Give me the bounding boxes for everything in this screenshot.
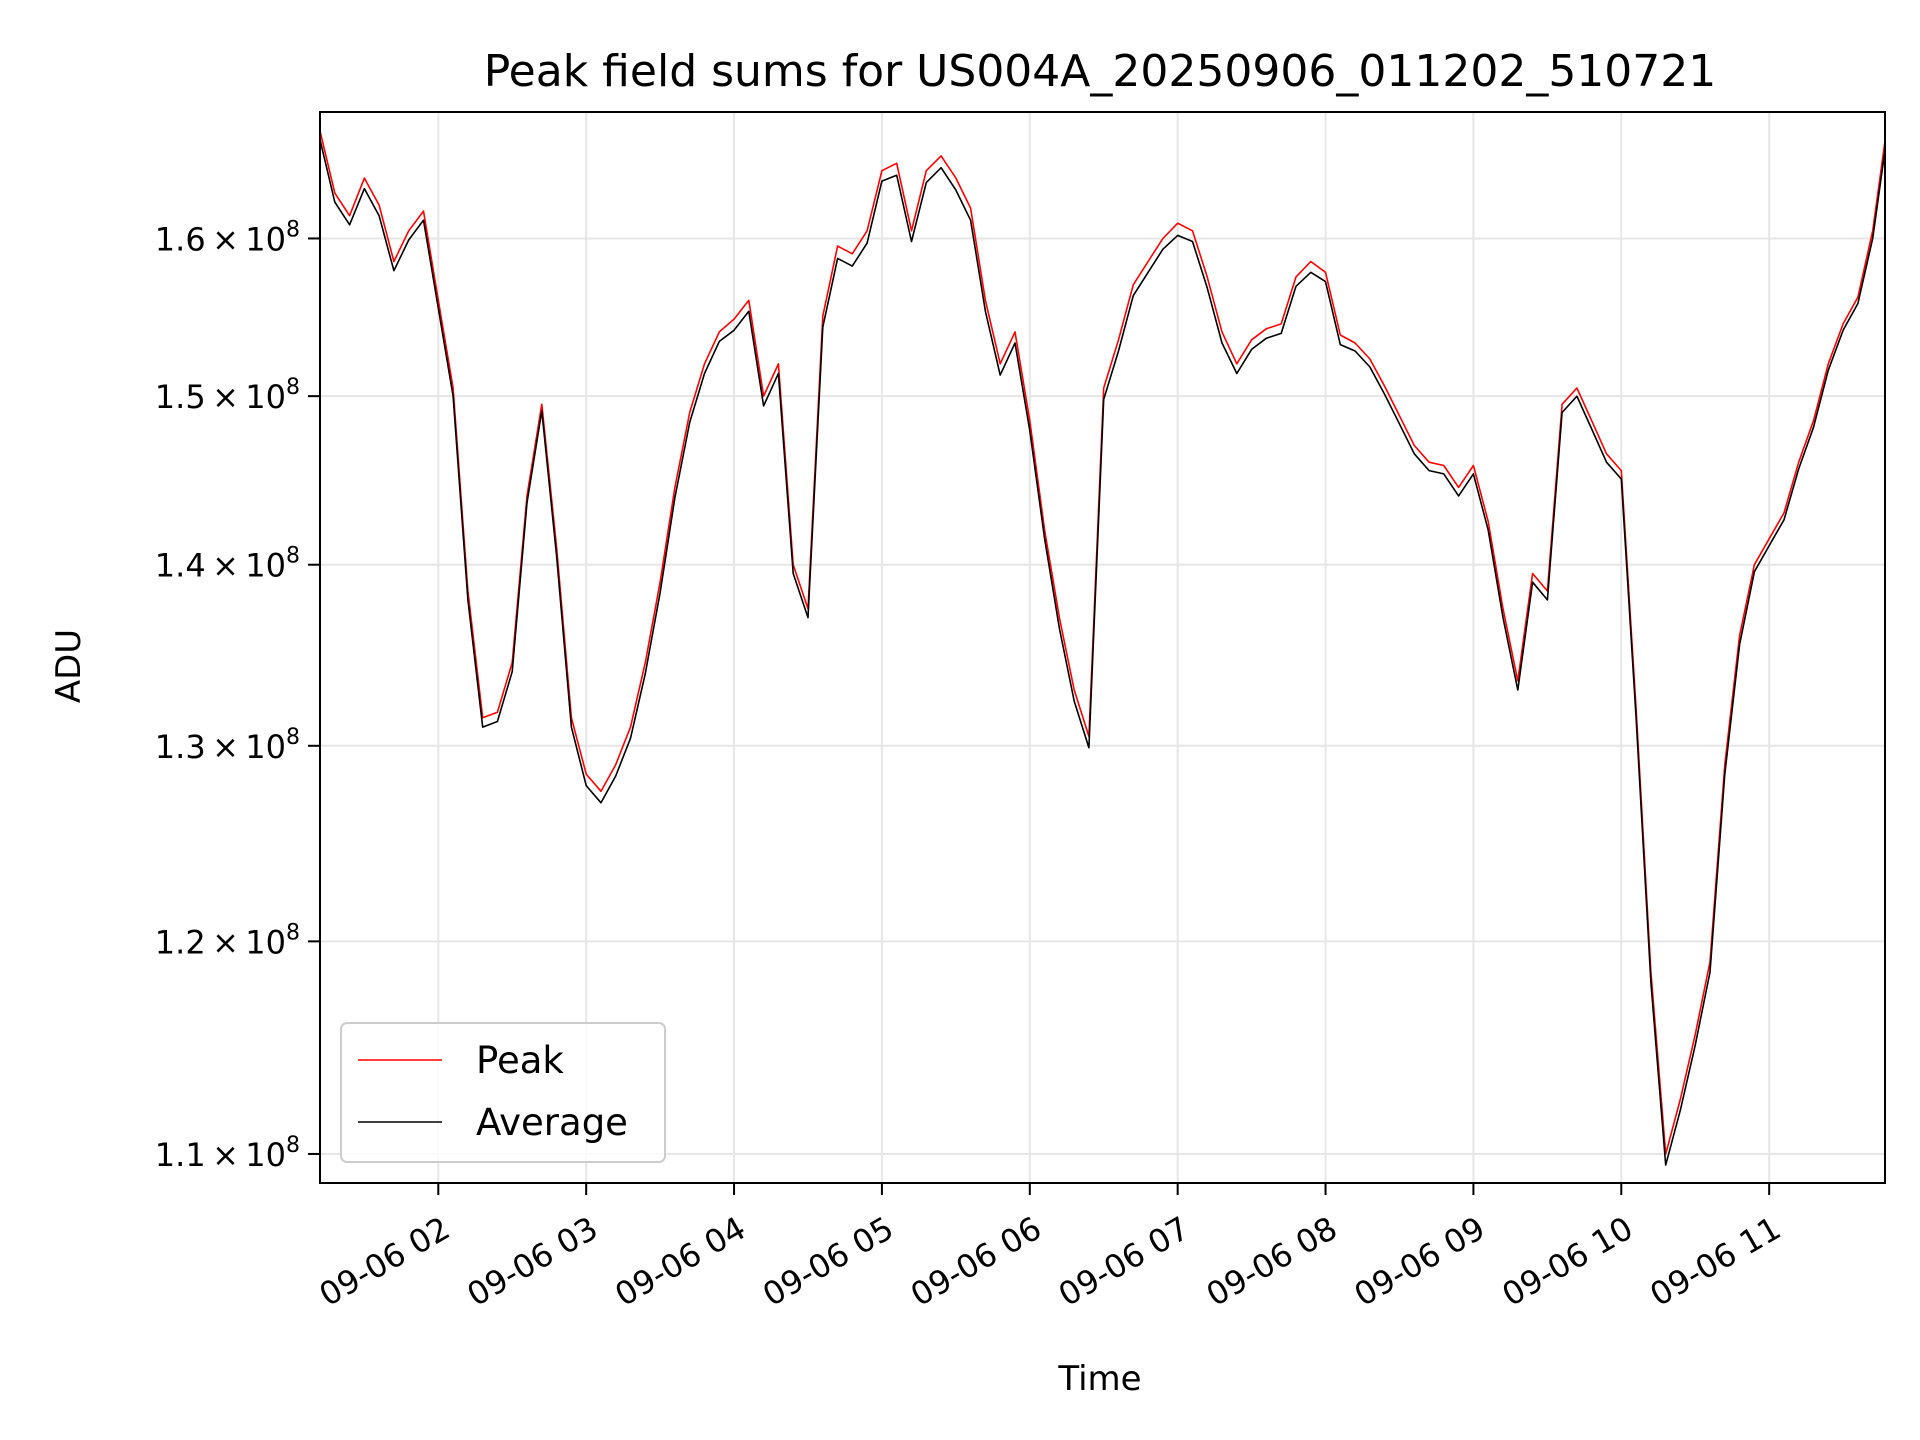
series-line-average bbox=[319, 139, 1886, 1166]
y-tick-label: 1.1 × 108 bbox=[155, 1133, 300, 1174]
legend-label-peak: Peak bbox=[476, 1039, 564, 1082]
legend-label-average: Average bbox=[476, 1101, 628, 1144]
legend: Peak Average bbox=[340, 1022, 666, 1163]
y-tick-label: 1.2 × 108 bbox=[155, 920, 300, 961]
legend-box bbox=[340, 1022, 666, 1163]
y-tick-label: 1.5 × 108 bbox=[155, 375, 300, 416]
y-axis-ticks: 1.1 × 108 1.2 × 108 1.3 × 108 1.4 × 108 1.5 … bbox=[155, 217, 320, 1174]
x-axis-label: Time bbox=[1057, 1359, 1141, 1399]
y-tick-label: 1.4 × 108 bbox=[155, 544, 300, 585]
series-layer bbox=[319, 130, 1886, 1166]
y-tick-label: 1.6 × 108 bbox=[155, 217, 300, 258]
y-tick-label: 1.3 × 108 bbox=[155, 725, 300, 766]
chart-title: Peak field sums for US004A_20250906_0112… bbox=[484, 46, 1717, 97]
y-axis-label: ADU bbox=[49, 629, 89, 703]
plot-frame bbox=[319, 111, 1886, 1184]
